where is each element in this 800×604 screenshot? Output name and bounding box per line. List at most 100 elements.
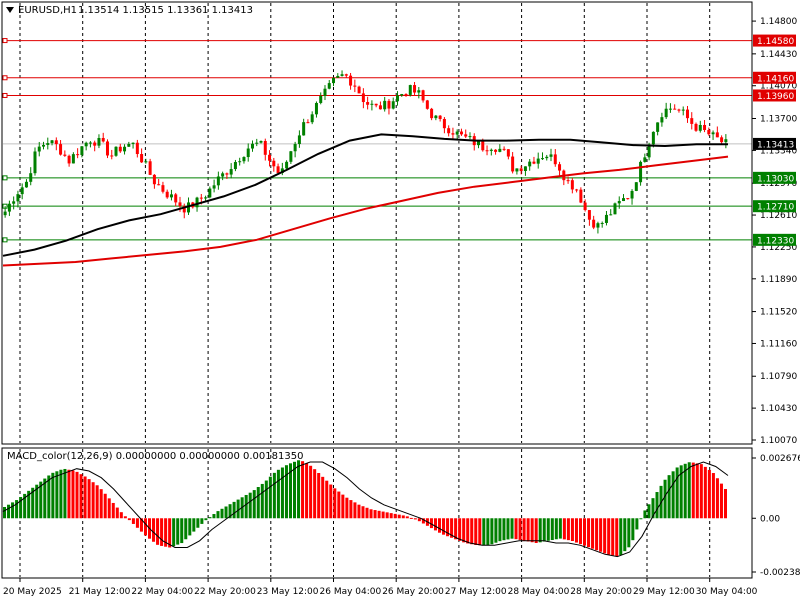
candle-body-bull bbox=[647, 144, 651, 158]
macd-bar-rising bbox=[272, 472, 276, 519]
macd-bar-falling bbox=[570, 518, 574, 542]
macd-bar-rising bbox=[23, 493, 27, 519]
macd-bar-rising bbox=[228, 504, 232, 519]
dropdown-triangle-icon[interactable] bbox=[6, 7, 14, 13]
level-price-tag bbox=[753, 171, 796, 184]
candle-body-bear bbox=[720, 137, 724, 143]
macd-bar-rising bbox=[63, 468, 67, 519]
macd-bar-falling bbox=[309, 465, 313, 519]
macd-tick-label: 0.002676 bbox=[760, 454, 800, 464]
macd-bar-rising bbox=[494, 518, 498, 543]
candle-body-bull bbox=[33, 151, 37, 174]
time-tick-label: 29 May 12:00 bbox=[633, 587, 695, 597]
macd-bar-falling bbox=[454, 518, 458, 540]
candle-body-bull bbox=[468, 136, 472, 138]
macd-bar-rising bbox=[619, 518, 623, 555]
macd-bar-falling bbox=[470, 518, 474, 545]
candle-body-bull bbox=[630, 190, 634, 199]
macd-layer bbox=[2, 460, 729, 558]
candle-body-bull bbox=[536, 158, 540, 164]
macd-bar-rising bbox=[236, 499, 240, 519]
macd-bar-rising bbox=[11, 502, 15, 519]
moving-average-ma_fast bbox=[2, 133, 728, 257]
macd-bar-falling bbox=[405, 516, 409, 519]
price-tick-label: 1.10790 bbox=[760, 372, 797, 382]
macd-bar-falling bbox=[587, 518, 591, 548]
candle-body-bull bbox=[434, 115, 438, 119]
candle-body-bull bbox=[84, 142, 88, 147]
candle-body-bull bbox=[208, 188, 212, 198]
macd-bar-falling bbox=[514, 518, 518, 540]
macd-bar-falling bbox=[530, 518, 534, 543]
price-tick-label: 1.12970 bbox=[760, 179, 797, 189]
candle-body-bull bbox=[622, 198, 626, 202]
candle-body-bull bbox=[88, 142, 92, 144]
candle-body-bull bbox=[515, 168, 519, 172]
macd-bar-rising bbox=[486, 518, 490, 546]
macd-bar-falling bbox=[393, 513, 397, 519]
candle-body-bear bbox=[59, 144, 63, 155]
candle-body-bull bbox=[651, 131, 655, 145]
candle-body-bear bbox=[148, 161, 152, 175]
level-price-tag bbox=[753, 71, 796, 84]
macd-bar-rising bbox=[264, 480, 268, 519]
macd-indicator-label: MACD_color(12,26,9) 0.00000000 0.0000000… bbox=[7, 451, 303, 462]
macd-bar-rising bbox=[47, 475, 51, 519]
candle-body-bear bbox=[263, 140, 267, 155]
candle-body-bull bbox=[216, 176, 220, 186]
candle-body-bear bbox=[690, 118, 694, 124]
macd-bar-falling bbox=[373, 510, 377, 519]
candle-body-bear bbox=[481, 141, 485, 151]
candle-body-bear bbox=[715, 132, 719, 138]
candle-body-bear bbox=[438, 115, 442, 119]
macd-bar-rising bbox=[635, 518, 639, 530]
macd-bar-rising bbox=[643, 510, 647, 519]
candle-body-bull bbox=[71, 154, 75, 164]
vertical-grid bbox=[19, 3, 711, 577]
macd-bar-falling bbox=[711, 473, 715, 519]
macd-bar-rising bbox=[248, 492, 252, 519]
candle-body-bull bbox=[319, 95, 323, 103]
candle-body-bear bbox=[575, 189, 579, 191]
macd-bar-falling bbox=[301, 461, 305, 519]
candle-body-bear bbox=[110, 155, 114, 157]
candle-body-bull bbox=[643, 157, 647, 162]
macd-bar-falling bbox=[127, 518, 131, 521]
macd-bar-falling bbox=[458, 518, 462, 541]
candle-body-bull bbox=[327, 83, 331, 89]
macd-bar-falling bbox=[599, 518, 603, 552]
macd-bar-falling bbox=[397, 514, 401, 519]
candle-body-bear bbox=[135, 142, 139, 155]
candle-body-bull bbox=[16, 194, 20, 202]
candle-body-bull bbox=[302, 122, 306, 136]
time-axis: 20 May 2025 21 May 12:00 22 May 04:00 22 Ma… bbox=[3, 578, 758, 597]
candle-body-bear bbox=[421, 90, 425, 101]
candle-body-bull bbox=[229, 169, 233, 175]
macd-bar-rising bbox=[188, 518, 192, 536]
moving-average-ma_slow bbox=[2, 155, 729, 267]
macd-bar-falling bbox=[450, 518, 454, 538]
level-price-tag bbox=[753, 89, 796, 102]
macd-bar-falling bbox=[160, 518, 164, 546]
candle-body-bull bbox=[698, 124, 702, 131]
candle-body-bull bbox=[613, 203, 617, 215]
candle-body-bear bbox=[592, 219, 596, 228]
price-tick-label: 1.14800 bbox=[760, 17, 797, 27]
candle-body-bear bbox=[558, 164, 562, 171]
macd-bar-rising bbox=[7, 504, 11, 519]
level-price-tag-label: 1.14160 bbox=[757, 74, 794, 84]
macd-bar-rising bbox=[550, 518, 554, 541]
macd-bar-falling bbox=[305, 463, 309, 519]
macd-bar-falling bbox=[341, 494, 345, 519]
macd-bar-falling bbox=[91, 482, 95, 519]
macd-bar-rising bbox=[59, 469, 63, 519]
macd-bar-falling bbox=[75, 471, 79, 519]
candle-body-bull bbox=[370, 103, 374, 105]
candle-body-bear bbox=[387, 100, 391, 109]
candle-body-bull bbox=[323, 88, 327, 96]
macd-bar-falling bbox=[79, 474, 83, 519]
price-tick-label: 1.10430 bbox=[760, 404, 797, 414]
candle-body-bear bbox=[494, 149, 498, 152]
candle-body-bear bbox=[694, 123, 698, 131]
